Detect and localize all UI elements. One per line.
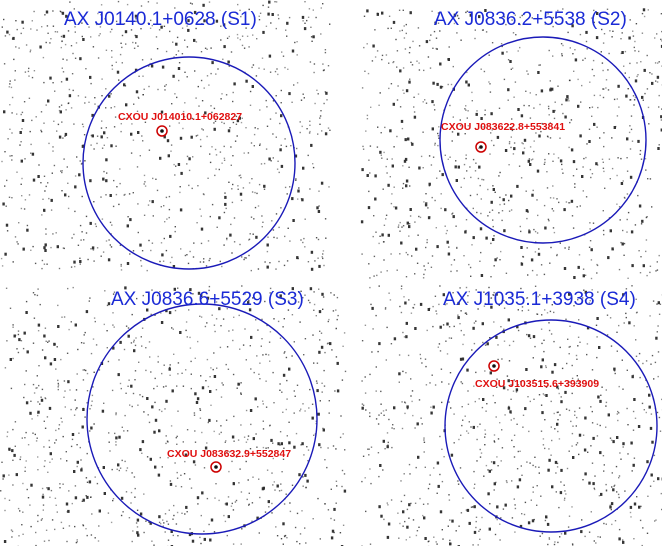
panel-title: AX J1035.1+3938 (S4) (443, 289, 636, 310)
source-label: CXOU J103515.6+393909 (475, 378, 599, 390)
field-of-view-circle (439, 36, 647, 244)
panel-s4: CXOU J103515.6+393909 AX J1035.1+3938 (S… (361, 285, 662, 546)
source-label: CXOU J083622.8+553841 (441, 121, 565, 133)
source-marker (210, 461, 222, 473)
source-marker (488, 360, 500, 372)
panel-s3: CXOU J083632.9+552847 AX J0836.6+5529 (S… (0, 285, 347, 546)
source-label: CXOU J014010.1+062827 (118, 111, 242, 123)
field-of-view-circle (82, 56, 296, 270)
field-of-view-circle (444, 319, 658, 533)
panel-title: AX J0836.2+5538 (S2) (434, 9, 627, 30)
photon-event-field (361, 285, 662, 546)
panel-s2: CXOU J083622.8+553841 AX J0836.2+5538 (S… (360, 8, 662, 280)
photon-event-field (360, 8, 662, 280)
panel-title: AX J0140.1+0628 (S1) (64, 9, 257, 30)
source-marker (156, 125, 168, 137)
panel-s1: CXOU J014010.1+062827 AX J0140.1+0628 (S… (0, 0, 331, 272)
photon-event-field (0, 285, 347, 546)
source-label: CXOU J083632.9+552847 (167, 448, 291, 460)
source-marker (475, 141, 487, 153)
field-of-view-circle (86, 303, 318, 535)
panel-title: AX J0836.6+5529 (S3) (111, 289, 304, 310)
photon-event-field (0, 0, 331, 272)
